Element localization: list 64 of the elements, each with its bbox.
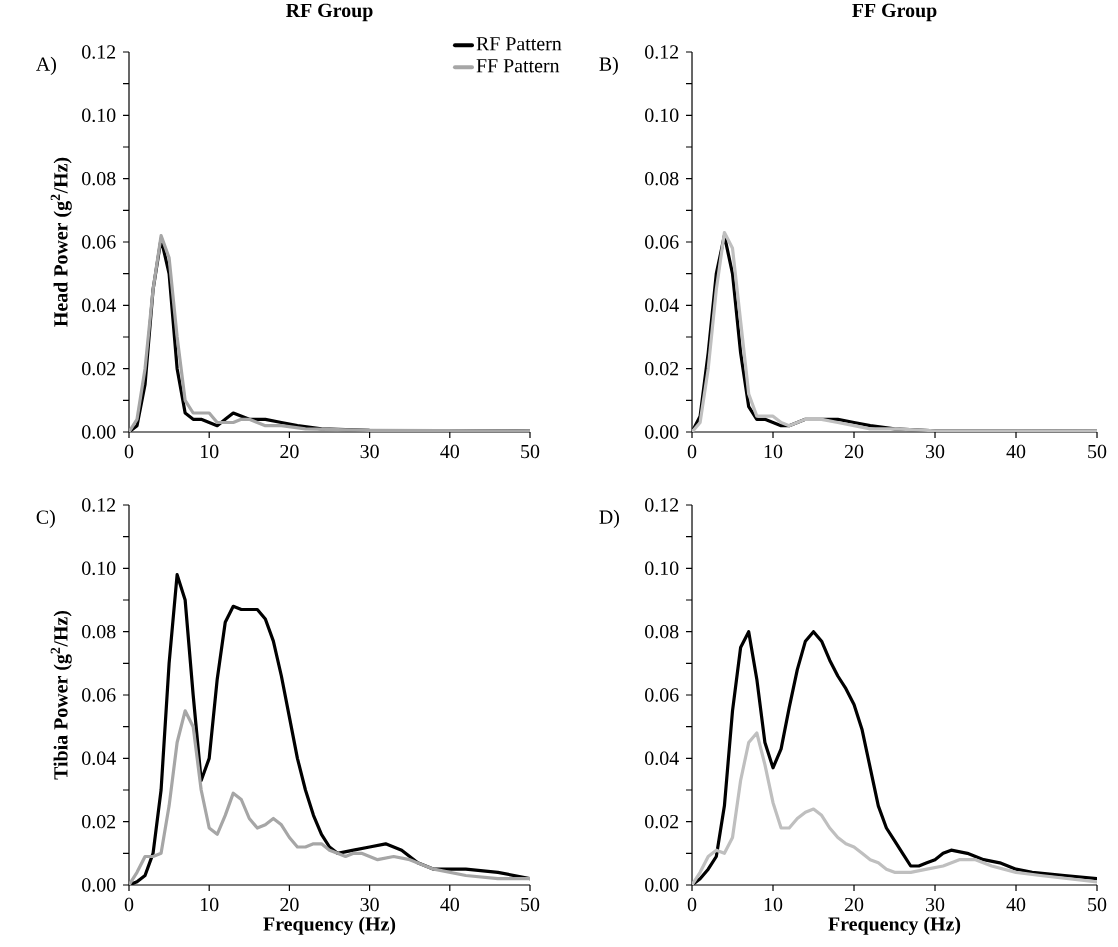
x-tick-label: 30 bbox=[360, 444, 379, 459]
x-tick-label: 20 bbox=[844, 897, 864, 912]
x-tick-label: 30 bbox=[926, 444, 945, 459]
y-tick-label: 0.04 bbox=[82, 751, 116, 766]
y-tick-label: 0.02 bbox=[645, 361, 679, 376]
text: D) bbox=[599, 509, 619, 528]
text: C) bbox=[36, 509, 55, 528]
chart-title: FF Group bbox=[852, 3, 937, 22]
text: B) bbox=[599, 56, 618, 75]
y-axis-title: Head Power (g$^{2}$/Hz) bbox=[50, 157, 72, 327]
y-tick-label: 0.02 bbox=[645, 814, 679, 829]
x-tick-label: 20 bbox=[280, 444, 299, 459]
x-tick-label: 50 bbox=[521, 897, 540, 912]
legend-label: RF Pattern bbox=[476, 37, 562, 51]
legend-label: FF Pattern bbox=[476, 59, 560, 73]
x-tick-label: 20 bbox=[844, 444, 864, 459]
y-tick-label: 0.00 bbox=[645, 425, 679, 439]
x-tick-label: 0 bbox=[124, 897, 134, 912]
x-axis-title: Frequency (Hz) bbox=[828, 916, 961, 935]
y-tick-label: 0.10 bbox=[82, 108, 116, 123]
x-tick-label: 50 bbox=[1088, 897, 1107, 912]
x-tick-label: 0 bbox=[687, 444, 697, 459]
x-tick-label: 30 bbox=[360, 897, 379, 912]
y-tick-label: 0.06 bbox=[82, 235, 116, 249]
x-tick-label: 40 bbox=[440, 897, 459, 912]
y-tick-label: 0.10 bbox=[645, 561, 679, 576]
y-axis-title: Tibia Power (g$^{2}$/Hz) bbox=[50, 610, 72, 780]
y-tick-label: 0.00 bbox=[82, 878, 116, 892]
x-tick-label: 30 bbox=[926, 897, 945, 912]
y-tick-label: 0.08 bbox=[645, 171, 679, 186]
text: A) bbox=[36, 56, 56, 75]
x-tick-label: 0 bbox=[124, 444, 134, 459]
x-axis-title: Frequency (Hz) bbox=[263, 916, 396, 935]
x-tick-label: 10 bbox=[200, 897, 219, 912]
x-tick-label: 50 bbox=[521, 444, 540, 459]
y-tick-label: 0.02 bbox=[82, 361, 116, 376]
x-tick-label: 10 bbox=[764, 897, 783, 912]
x-tick-label: 10 bbox=[200, 444, 219, 459]
y-tick-label: 0.10 bbox=[82, 561, 116, 576]
x-tick-label: 40 bbox=[440, 444, 459, 459]
x-tick-label: 20 bbox=[280, 897, 299, 912]
y-tick-label: 0.08 bbox=[82, 171, 116, 186]
y-tick-label: 0.04 bbox=[82, 298, 116, 313]
y-tick-label: 0.00 bbox=[82, 425, 116, 439]
y-tick-label: 0.08 bbox=[82, 624, 116, 639]
y-tick-label: 0.12 bbox=[82, 45, 116, 59]
y-tick-label: 0.06 bbox=[645, 235, 679, 249]
y-tick-label: 0.12 bbox=[82, 498, 116, 512]
y-tick-label: 0.12 bbox=[645, 498, 679, 512]
x-tick-label: 50 bbox=[1088, 444, 1107, 459]
y-tick-label: 0.04 bbox=[645, 751, 679, 766]
y-tick-label: 0.12 bbox=[645, 45, 679, 59]
y-tick-label: 0.10 bbox=[645, 108, 679, 123]
y-tick-label: 0.02 bbox=[82, 814, 116, 829]
x-tick-label: 0 bbox=[687, 897, 697, 912]
y-tick-label: 0.06 bbox=[645, 688, 679, 702]
chart-title: RF Group bbox=[286, 3, 373, 22]
y-tick-label: 0.06 bbox=[82, 688, 116, 702]
y-tick-label: 0.08 bbox=[645, 624, 679, 639]
x-tick-label: 40 bbox=[1006, 444, 1026, 459]
y-tick-label: 0.00 bbox=[645, 878, 679, 892]
y-tick-label: 0.04 bbox=[645, 298, 679, 313]
x-tick-label: 40 bbox=[1006, 897, 1026, 912]
x-tick-label: 10 bbox=[764, 444, 783, 459]
